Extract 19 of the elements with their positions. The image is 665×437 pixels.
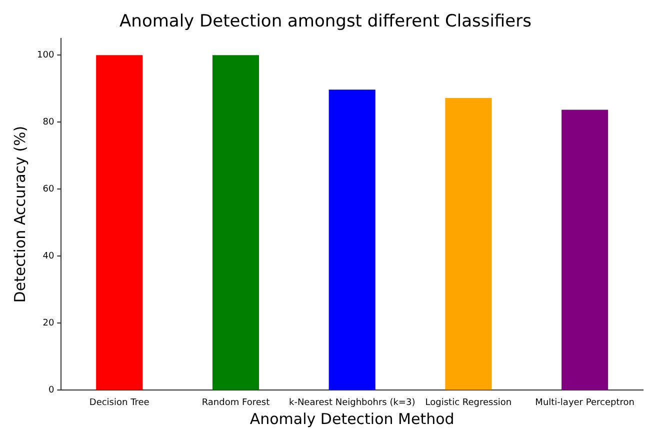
bar — [328, 90, 376, 390]
y-tick-label: 0 — [48, 386, 54, 396]
y-tick-label: 100 — [36, 50, 54, 60]
y-tick-label: 60 — [42, 184, 54, 195]
y-tick-label: 40 — [42, 252, 54, 262]
chart-title: Anomaly Detection amongst different Classifiers — [120, 12, 532, 32]
x-tick-label: Multi-layer Perceptron — [535, 398, 634, 408]
bar — [212, 55, 259, 390]
y-axis-title: Detection Accuracy (%) — [10, 126, 29, 303]
bar — [96, 55, 143, 390]
bar — [562, 110, 608, 390]
y-tick-label: 80 — [42, 118, 54, 128]
x-tick-label: k-Nearest Neighbohrs (k=3) — [288, 398, 416, 408]
x-tick-label: Decision Tree — [89, 398, 150, 408]
x-tick-label: Logistic Regression — [425, 398, 512, 408]
x-axis-title: Anomaly Detection Method — [250, 410, 454, 428]
bar — [445, 98, 492, 390]
x-tick-label: Random Forest — [202, 398, 270, 408]
y-tick-label: 20 — [42, 318, 54, 329]
